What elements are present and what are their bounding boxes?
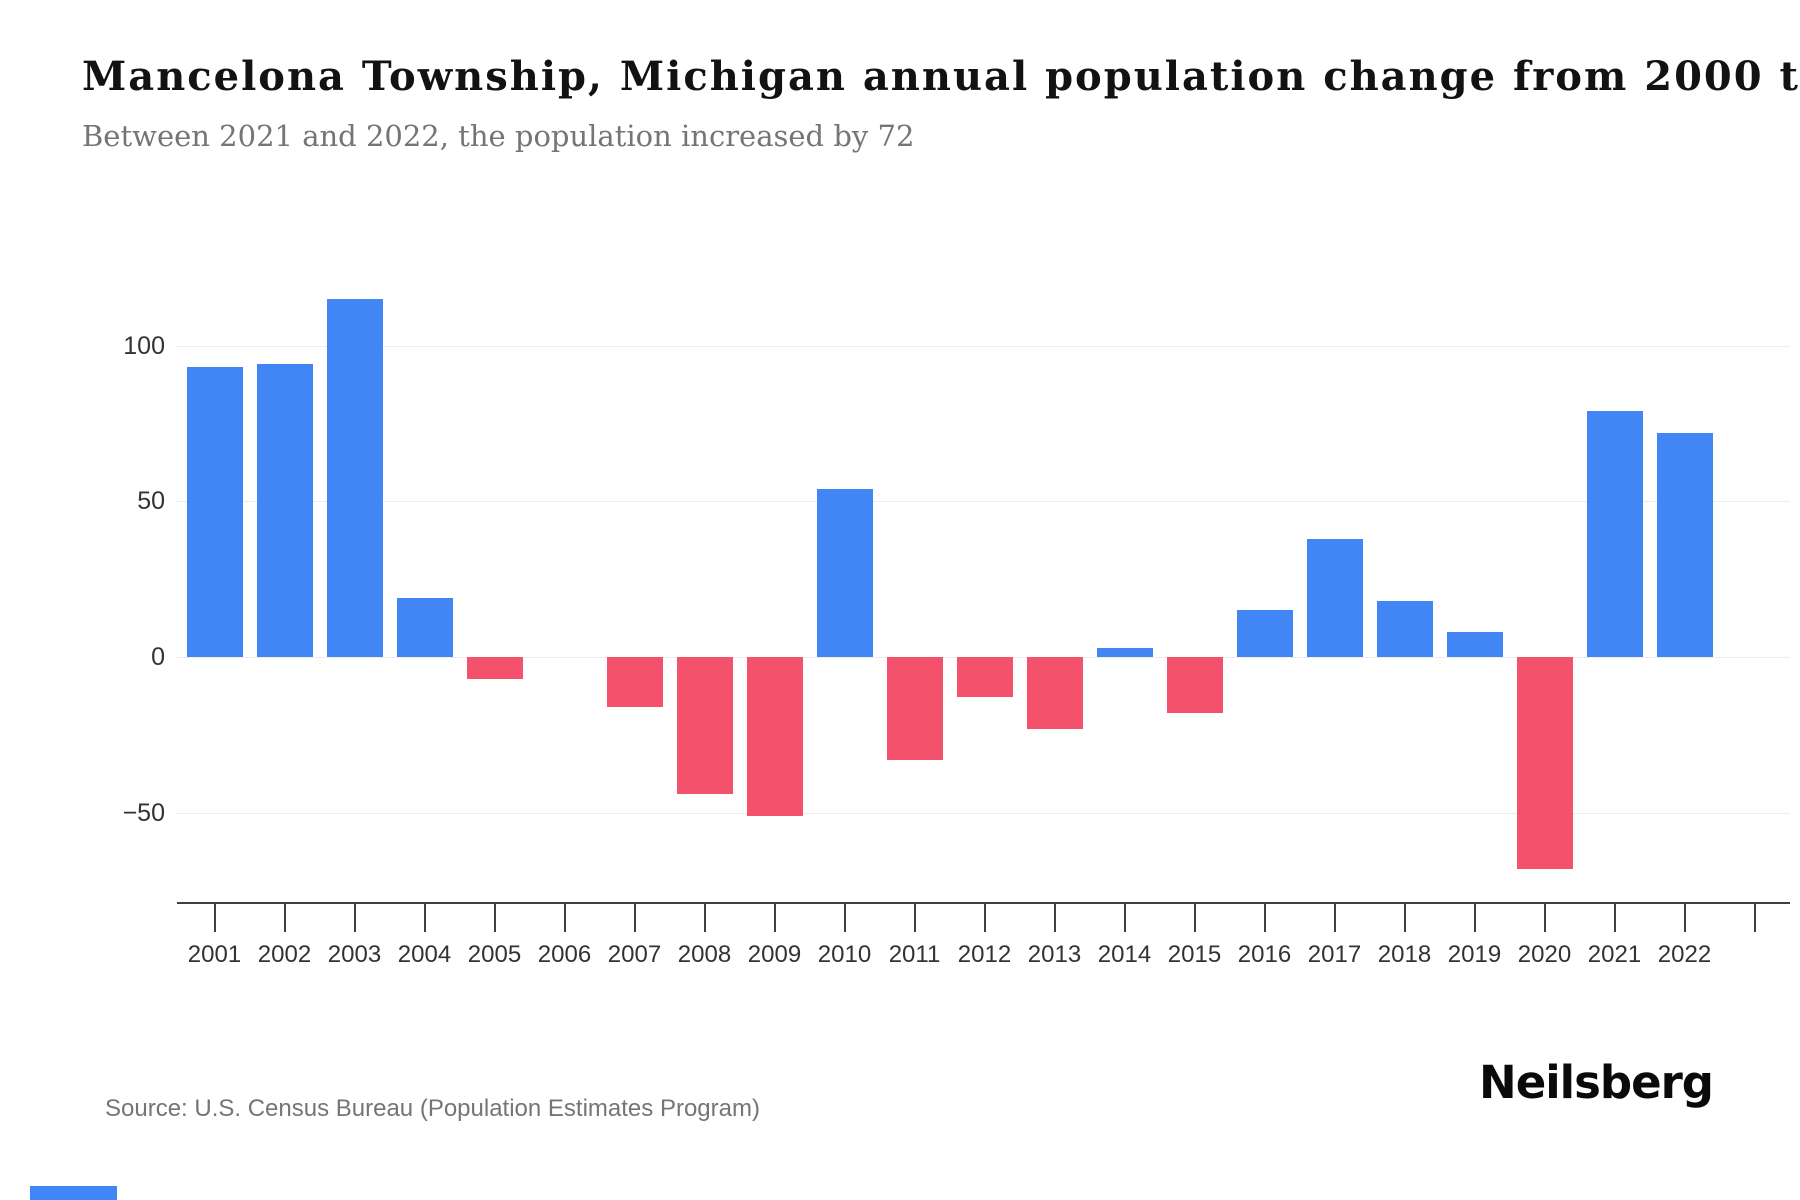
source-note: Source: U.S. Census Bureau (Population E…	[105, 1095, 760, 1122]
x-axis-line	[177, 902, 1790, 904]
x-axis-label-2013: 2013	[1027, 941, 1082, 968]
chart-subtitle: Between 2021 and 2022, the population in…	[82, 119, 915, 153]
bar-2007	[606, 657, 663, 707]
y-axis-label--50: −50	[122, 798, 165, 827]
bar-2022	[1656, 432, 1713, 657]
bar-2014	[1096, 647, 1153, 657]
x-axis-label-2011: 2011	[888, 941, 941, 968]
x-axis-label-2006: 2006	[537, 941, 592, 968]
x-axis-label-2019: 2019	[1447, 941, 1502, 968]
x-axis-tick-2021	[1613, 904, 1616, 932]
bar-2019	[1446, 632, 1503, 657]
x-axis-label-2007: 2007	[607, 941, 662, 968]
x-axis-label-2009: 2009	[747, 941, 802, 968]
x-axis-tick-2005	[493, 904, 496, 932]
x-axis-tick-2015	[1193, 904, 1196, 932]
gridline--50	[177, 812, 1790, 814]
bar-2015	[1166, 657, 1223, 714]
x-axis-tick-end	[1753, 904, 1756, 932]
bar-2005	[466, 657, 523, 679]
x-axis-label-2002: 2002	[257, 941, 312, 968]
x-axis-label-2014: 2014	[1097, 941, 1152, 968]
x-axis-tick-2009	[773, 904, 776, 932]
bar-2013	[1026, 657, 1083, 729]
bar-2008	[676, 657, 733, 794]
gridline-50	[177, 501, 1790, 503]
x-axis-label-2001: 2001	[187, 941, 242, 968]
x-axis-label-2021: 2021	[1587, 941, 1642, 968]
x-axis-label-2015: 2015	[1167, 941, 1222, 968]
bar-2018	[1376, 600, 1433, 657]
x-axis-label-2018: 2018	[1377, 941, 1432, 968]
bar-2010	[816, 488, 873, 657]
x-axis-label-2012: 2012	[957, 941, 1012, 968]
gridline-100	[177, 345, 1790, 347]
x-axis-tick-2017	[1333, 904, 1336, 932]
x-axis-tick-2012	[983, 904, 986, 932]
x-axis-tick-2011	[913, 904, 916, 932]
x-axis-tick-2003	[353, 904, 356, 932]
x-axis-tick-2014	[1123, 904, 1126, 932]
x-axis-label-2010: 2010	[817, 941, 872, 968]
bar-2016	[1236, 610, 1293, 657]
x-axis-tick-2002	[283, 904, 286, 932]
x-axis-tick-2006	[563, 904, 566, 932]
x-axis-label-2005: 2005	[467, 941, 522, 968]
bar-2012	[956, 657, 1013, 698]
x-axis-label-2004: 2004	[397, 941, 452, 968]
bar-2017	[1306, 538, 1363, 657]
bar-2003	[326, 299, 383, 657]
bar-2020	[1516, 657, 1573, 869]
x-axis-label-2016: 2016	[1237, 941, 1292, 968]
x-axis-tick-2013	[1053, 904, 1056, 932]
x-axis-tick-2018	[1403, 904, 1406, 932]
x-axis-tick-2004	[423, 904, 426, 932]
clipped-bar-fragment	[30, 1186, 117, 1200]
bar-2009	[746, 657, 803, 816]
x-axis-label-2022: 2022	[1657, 941, 1712, 968]
bar-2004	[396, 597, 453, 657]
x-axis-tick-2022	[1683, 904, 1686, 932]
bar-2002	[256, 364, 313, 657]
bar-2011	[886, 657, 943, 760]
x-axis-label-2003: 2003	[327, 941, 382, 968]
x-axis-tick-2001	[213, 904, 216, 932]
y-axis-label-100: 100	[123, 331, 165, 360]
x-axis-tick-2019	[1473, 904, 1476, 932]
bar-2021	[1586, 411, 1643, 657]
x-axis-tick-2008	[703, 904, 706, 932]
bar-2001	[186, 367, 243, 657]
x-axis-label-2020: 2020	[1517, 941, 1572, 968]
brand-logo: Neilsberg	[1479, 1056, 1714, 1109]
x-axis-tick-2007	[633, 904, 636, 932]
chart-title: Mancelona Township, Michigan annual popu…	[82, 53, 1800, 100]
x-axis-tick-2016	[1263, 904, 1266, 932]
x-axis-tick-2010	[843, 904, 846, 932]
x-axis-tick-2020	[1543, 904, 1546, 932]
x-axis-label-2017: 2017	[1307, 941, 1362, 968]
x-axis-label-2008: 2008	[677, 941, 732, 968]
y-axis-label-0: 0	[151, 643, 165, 671]
y-axis-label-50: 50	[137, 487, 165, 516]
